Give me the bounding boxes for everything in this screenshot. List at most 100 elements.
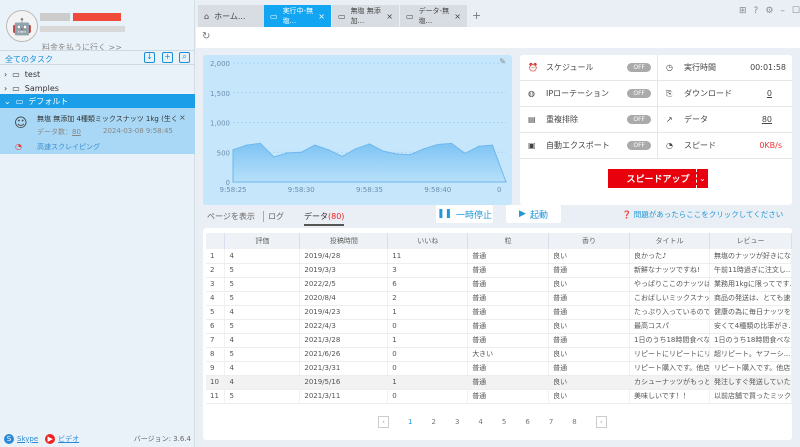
page-number[interactable]: 1 xyxy=(408,418,413,426)
data-point xyxy=(505,181,507,183)
stat-value[interactable]: 80 xyxy=(761,115,772,124)
page-number[interactable]: 8 xyxy=(572,418,577,426)
table-cell: 最高コスパ xyxy=(629,319,710,334)
table-row[interactable]: 4 5 2020/8/4 2 普通 普通 こおばしいミックスナッ... 商品の発送は、とても速… xyxy=(206,291,793,306)
help-link[interactable]: ❓ 問題があったらここをクリックしてください xyxy=(622,210,784,219)
video-link[interactable]: ビデオ xyxy=(58,434,80,443)
import-icon[interactable]: ↓ xyxy=(144,52,155,63)
gift-icon[interactable]: ⊞ xyxy=(739,6,747,16)
table-row[interactable]: 3 5 2022/2/5 6 普通 良い やっぱりここのナッツは... 業務用1kgに限ってで… xyxy=(206,277,793,292)
table-cell: 安くて4種類の比率がき... xyxy=(709,319,793,334)
video-icon: ▶ xyxy=(45,433,56,444)
table-cell: 良い xyxy=(548,389,630,404)
prev-page-button[interactable]: ‹ xyxy=(378,416,389,428)
speed-up-button[interactable]: スピードアップ xyxy=(608,169,708,188)
sidebar: 🤖 料金を払うに行く >> 全てのタスク ↓ + ⌕ › ▭ test › ▭ Samp… xyxy=(0,0,195,447)
table-row[interactable]: 6 5 2022/4/3 0 普通 良い 最高コスパ 安くて4種類の比率がき... xyxy=(206,319,793,334)
start-button[interactable]: ▶ 起動 xyxy=(506,205,561,223)
pause-button[interactable]: ❚❚ 一時停止 xyxy=(436,205,493,223)
data-count[interactable]: 80 xyxy=(72,128,81,136)
tab-log[interactable]: ログ xyxy=(263,211,284,222)
refresh-icon[interactable]: ↻ xyxy=(202,31,211,42)
toggle-switch[interactable]: OFF xyxy=(627,63,651,72)
folder-default[interactable]: ⌄ ▭ デフォルト xyxy=(0,94,195,108)
toggle-switch[interactable]: OFF xyxy=(627,115,651,124)
stat-value: 00:01:58 xyxy=(750,63,786,72)
edit-icon[interactable]: ✎ xyxy=(499,57,506,66)
table-row[interactable]: 2 5 2019/3/3 3 普通 普通 新鮮なナッツですね! 午前11時過ぎに注文し... xyxy=(206,263,793,278)
table-row[interactable]: 5 4 2019/4/23 1 普通 普通 たっぷり入っているので... 健康の為に毎日ナッツ… xyxy=(206,305,793,320)
skype-link[interactable]: Skype xyxy=(17,434,39,443)
speed-up-dropdown[interactable]: ⌄ xyxy=(696,169,708,188)
task-item[interactable]: ☺ 無塩 無添加 4種類ミックスナッツ 1kg (生く... × データ数：80… xyxy=(0,108,195,154)
username-redacted xyxy=(73,13,121,21)
table-cell: 2021/3/11 xyxy=(299,389,389,404)
page-number[interactable]: 5 xyxy=(501,418,507,426)
table-cell: 4 xyxy=(224,375,301,390)
toggle-switch[interactable]: OFF xyxy=(627,89,651,98)
speed-gauge-icon: ◔ xyxy=(15,142,22,151)
close-tab-icon[interactable]: × xyxy=(318,11,325,21)
tab-running[interactable]: ▭ 実行中-無塩... × xyxy=(264,5,331,27)
settings-icon[interactable]: ⚙ xyxy=(765,6,774,16)
table-cell: 1 xyxy=(387,305,469,320)
page-number[interactable]: 3 xyxy=(454,418,460,426)
tab-data[interactable]: ▭ データ-無塩... × xyxy=(400,5,467,27)
table-row[interactable]: 7 4 2021/3/28 1 普通 普通 1日のうち18時間食べな... 1日のうち18時間… xyxy=(206,333,793,348)
speed-chart: 0 500 1,000 1,500 2,000 9:58:25 9:58:30 9:58:35… xyxy=(203,55,512,205)
version-label: バージョン: 3.6.4 xyxy=(133,434,191,443)
tab-task[interactable]: ▭ 無塩 無添加... × xyxy=(332,5,399,27)
stat-value[interactable]: 0 xyxy=(766,89,772,98)
new-task-icon[interactable]: + xyxy=(162,52,173,63)
folder-test[interactable]: › ▭ test xyxy=(4,69,41,79)
stat-value: 0KB/s xyxy=(759,141,782,150)
column-header[interactable]: レビュー xyxy=(709,233,793,249)
column-header[interactable]: 粒 xyxy=(467,233,550,249)
close-tab-icon[interactable]: × xyxy=(386,11,393,21)
minimize-icon[interactable]: – xyxy=(780,6,785,16)
tab-page-view[interactable]: ページを表示 xyxy=(207,212,255,221)
folder-samples[interactable]: › ▭ Samples xyxy=(4,83,59,93)
column-header[interactable]: 香り xyxy=(548,233,630,249)
column-header[interactable]: いいね xyxy=(387,233,469,249)
page-number[interactable]: 2 xyxy=(431,418,436,426)
next-page-button[interactable]: › xyxy=(595,416,607,428)
table-row[interactable]: 11 5 2021/3/11 0 普通 良い 美味しいです！！ 以前店舗で買ったミック... xyxy=(206,389,793,404)
avatar[interactable]: 🤖 xyxy=(6,10,38,42)
table-cell: 1 xyxy=(387,375,469,390)
pay-link[interactable]: 料金を払うに行く >> xyxy=(42,43,122,52)
close-task-icon[interactable]: × xyxy=(179,113,186,122)
table-row[interactable]: 9 4 2021/3/31 0 普通 普通 リピート購入です。他店... リピート購入です。他… xyxy=(206,361,793,376)
chart-icon: ↗ xyxy=(666,115,673,124)
maximize-icon[interactable]: ☐ xyxy=(791,6,800,16)
page-number[interactable]: 7 xyxy=(548,418,554,426)
table-cell: 5 xyxy=(224,347,301,362)
new-tab-icon[interactable]: + xyxy=(472,9,482,22)
close-tab-icon[interactable]: × xyxy=(454,11,461,21)
address-bar[interactable]: ↻ xyxy=(196,27,800,48)
table-cell: 5 xyxy=(206,305,226,320)
tab-home[interactable]: ⌂ ホーム... xyxy=(198,5,264,27)
toggle-switch[interactable]: OFF xyxy=(627,141,651,150)
all-tasks-header[interactable]: 全てのタスク xyxy=(0,50,195,65)
data-point xyxy=(396,153,398,155)
column-header[interactable] xyxy=(206,233,226,249)
column-header[interactable]: タイトル xyxy=(629,233,710,249)
folder-icon: ▭ xyxy=(15,96,24,106)
page-number[interactable]: 4 xyxy=(478,418,483,426)
data-point xyxy=(409,154,412,156)
table-row[interactable]: 8 5 2021/6/26 0 大きい 良い リピートにリピートにリ... 超リピート。ヤフー… xyxy=(206,347,793,362)
tab-data-view[interactable]: データ(80) xyxy=(304,211,345,226)
column-header[interactable]: 評価 xyxy=(224,233,301,249)
data-point xyxy=(273,156,275,158)
column-header[interactable]: 投稿時間 xyxy=(299,233,389,249)
table-row[interactable]: 1 4 2019/4/28 11 普通 良い 良かった♪ 無塩のナッツが好きにな... xyxy=(206,249,793,264)
table-row[interactable]: 10 4 2019/5/16 1 普通 良い カシューナッツがもっと... 発注しすぐ発送して… xyxy=(206,375,793,390)
page-number[interactable]: 6 xyxy=(525,418,530,426)
stat-value-row: ◔ スピード 0KB/s xyxy=(658,133,792,159)
table-cell: 2019/4/23 xyxy=(299,305,389,320)
search-task-icon[interactable]: ⌕ xyxy=(179,52,190,63)
help-icon[interactable]: ? xyxy=(753,6,759,16)
stat-toggle-row: ▤ 重複排除 OFF xyxy=(520,107,658,133)
data-point xyxy=(464,152,466,155)
